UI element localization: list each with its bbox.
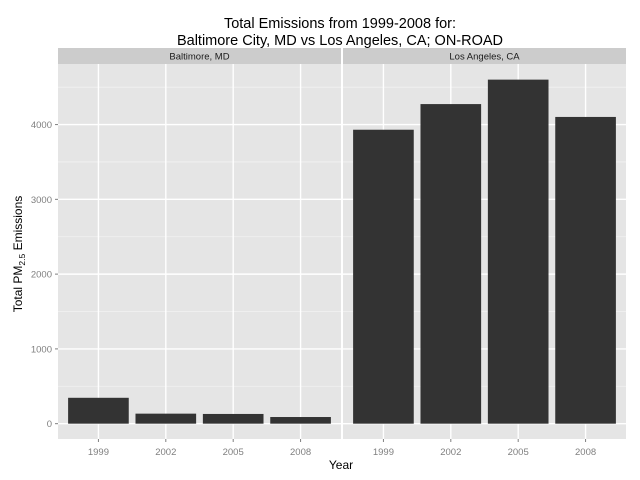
bar	[420, 104, 482, 424]
bar	[555, 116, 616, 424]
x-tick-label: 2005	[223, 447, 244, 458]
bar	[487, 79, 549, 424]
x-axis-title: Year	[329, 458, 353, 472]
x-tick-label: 2002	[155, 447, 176, 458]
y-axis-title-end: Emissions	[11, 196, 25, 254]
chart-title-line-1: Total Emissions from 1999-2008 for:	[224, 16, 456, 32]
y-tick-label: 4000	[31, 120, 52, 131]
y-axis-title-subscript: 2.5	[17, 253, 27, 265]
bar	[135, 413, 197, 424]
x-tick-label: 2008	[290, 447, 311, 458]
x-tick-label: 2002	[440, 447, 461, 458]
bar	[270, 417, 331, 424]
bar	[68, 397, 129, 424]
chart-title-line-2: Baltimore City, MD vs Los Angeles, CA; O…	[177, 33, 503, 49]
y-tick-label: 2000	[31, 270, 52, 281]
y-axis-title: Total PM2.5 Emissions	[11, 196, 27, 313]
bar	[202, 413, 264, 424]
y-tick-label: 3000	[31, 195, 52, 206]
facet-strip-label: Baltimore, MD	[169, 52, 229, 63]
facet-strip	[58, 48, 341, 64]
facet-strip-label: Los Angeles, CA	[449, 52, 520, 63]
plot-area: Baltimore, MD 1999 2002 2005 2008 Los Angeles…	[31, 48, 626, 458]
y-tick-label: 1000	[31, 344, 52, 355]
x-tick-label: 1999	[373, 447, 394, 458]
bar	[353, 129, 414, 424]
y-axis-title-main: Total PM	[11, 266, 25, 313]
x-tick-label: 1999	[88, 447, 109, 458]
x-tick-label: 2005	[508, 447, 529, 458]
y-tick-label: 0	[47, 419, 52, 430]
panel-background	[58, 64, 341, 439]
x-tick-label: 2008	[575, 447, 596, 458]
facet-strip	[343, 48, 626, 64]
